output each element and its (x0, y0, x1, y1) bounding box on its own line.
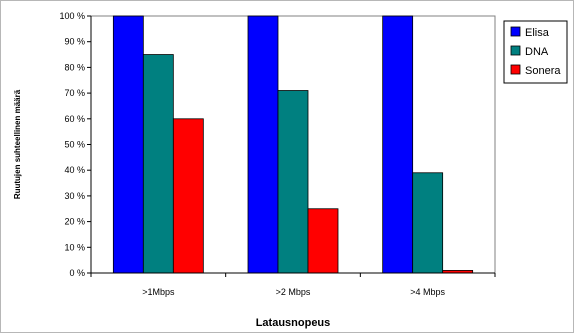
y-tick-label: 100 % (59, 11, 85, 21)
legend-label-elisa: Elisa (525, 27, 550, 39)
y-tick-label: 0 % (69, 268, 85, 278)
y-axis: 0 % 10 % 20 % 30 % 40 % 50 % 60 % 70 % 80 % 90 % 1… (59, 11, 92, 278)
y-tick-label: 40 % (64, 165, 85, 175)
bar-sonera-2 (307, 208, 339, 274)
x-axis: >1Mbps >2 Mbps >4 Mbps (90, 272, 496, 297)
bar-elisa-3 (382, 15, 414, 274)
x-tick-label: >1Mbps (142, 287, 175, 297)
y-tick-label: 10 % (64, 242, 85, 252)
y-tick-label: 30 % (64, 191, 85, 201)
legend-swatch-sonera (510, 64, 521, 75)
legend-label-dna: DNA (525, 46, 549, 58)
y-tick-label: 60 % (64, 114, 85, 124)
legend-label-sonera: Sonera (525, 65, 561, 77)
bar-dna-2 (277, 90, 309, 274)
bars (112, 15, 474, 274)
bar-dna-3 (412, 172, 444, 274)
bar-elisa-2 (247, 15, 279, 274)
x-axis-title: Latausnopeus (256, 317, 331, 329)
legend-swatch-dna (510, 45, 521, 56)
legend: Elisa DNA Sonera (503, 20, 568, 84)
y-tick-label: 70 % (64, 88, 85, 98)
y-axis-title: Ruutujen suhteellinen määrä (13, 89, 22, 199)
legend-swatch-elisa (510, 26, 521, 37)
y-tick-label: 80 % (64, 62, 85, 72)
x-tick-label: >4 Mbps (410, 287, 445, 297)
bar-elisa-1 (112, 15, 144, 274)
bar-sonera-1 (172, 118, 204, 274)
bar-dna-1 (142, 54, 174, 274)
x-tick-label: >2 Mbps (276, 287, 311, 297)
y-tick-label: 90 % (64, 37, 85, 47)
y-tick-label: 50 % (64, 140, 85, 150)
y-tick-label: 20 % (64, 217, 85, 227)
